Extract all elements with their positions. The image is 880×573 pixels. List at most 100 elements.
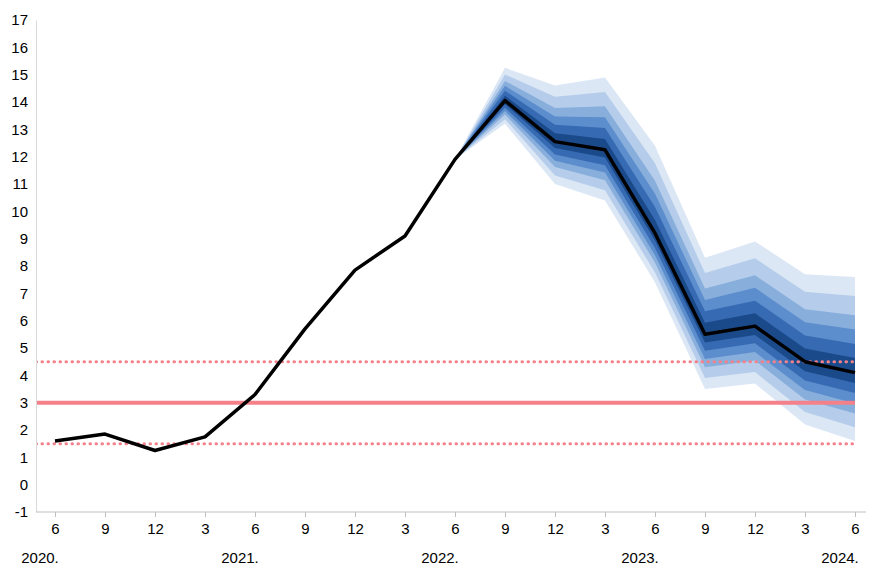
x-tick: 3 xyxy=(401,512,409,537)
x-tick-mark xyxy=(805,512,806,517)
y-tick-label: 1 xyxy=(20,449,28,466)
x-tick: 6 xyxy=(451,512,459,537)
y-tick: 15 xyxy=(11,66,36,83)
x-tick-mark xyxy=(855,512,856,517)
x-tick-mark xyxy=(655,512,656,517)
fan-band xyxy=(455,74,855,427)
x-tick-label: 12 xyxy=(147,520,164,537)
y-tick-label: 6 xyxy=(20,312,28,329)
x-axis: 6 9 12 3 6 9 12 3 6 9 12 3 6 9 12 3 6 xyxy=(36,512,866,537)
y-tick-label: 14 xyxy=(11,93,28,110)
x-tick-mark xyxy=(105,512,106,517)
x-tick-mark xyxy=(455,512,456,517)
y-tick: 6 xyxy=(20,312,36,329)
y-tick-label: 0 xyxy=(20,476,28,493)
year-labels: 2020.2021.2022.2023.2024. xyxy=(21,549,859,566)
x-tick-label: 12 xyxy=(547,520,564,537)
y-tick: 8 xyxy=(20,257,36,274)
y-tick: -1 xyxy=(15,503,36,520)
y-tick: 9 xyxy=(20,230,36,247)
x-tick-label: 9 xyxy=(301,520,309,537)
x-tick: 3 xyxy=(601,512,609,537)
x-tick-label: 6 xyxy=(851,520,859,537)
y-tick: 12 xyxy=(11,148,36,165)
y-tick: 1 xyxy=(20,449,36,466)
y-axis: -101234567891011121314151617 xyxy=(11,11,36,520)
y-tick-label: 3 xyxy=(20,394,28,411)
y-tick-label: 4 xyxy=(20,367,28,384)
x-tick: 6 xyxy=(51,512,59,537)
y-tick: 4 xyxy=(20,367,36,384)
x-tick-mark xyxy=(55,512,56,517)
x-tick: 9 xyxy=(101,512,109,537)
y-tick: 7 xyxy=(20,285,36,302)
x-tick-label: 3 xyxy=(601,520,609,537)
x-tick: 9 xyxy=(301,512,309,537)
y-tick-label: 5 xyxy=(20,339,28,356)
series-line xyxy=(55,101,855,451)
y-tick-label: 12 xyxy=(11,148,28,165)
x-tick-label: 12 xyxy=(747,520,764,537)
x-tick: 9 xyxy=(501,512,509,537)
y-tick-label: -1 xyxy=(15,503,28,520)
x-tick-label: 6 xyxy=(51,520,59,537)
reference-line xyxy=(36,442,855,445)
x-tick: 6 xyxy=(651,512,659,537)
x-tick-mark xyxy=(555,512,556,517)
y-tick: 3 xyxy=(20,394,36,411)
x-tick-mark xyxy=(305,512,306,517)
x-tick-mark xyxy=(255,512,256,517)
y-tick-label: 10 xyxy=(11,203,28,220)
year-label: 2021. xyxy=(221,549,259,566)
fan-band xyxy=(455,91,855,393)
y-tick-label: 17 xyxy=(11,11,28,28)
y-tick: 11 xyxy=(12,175,36,192)
year-label: 2024. xyxy=(821,549,859,566)
x-tick-label: 6 xyxy=(251,520,259,537)
year-label: 2022. xyxy=(421,549,459,566)
x-tick-mark xyxy=(355,512,356,517)
x-tick-label: 12 xyxy=(347,520,364,537)
x-tick: 3 xyxy=(801,512,809,537)
y-axis-line xyxy=(36,21,37,513)
fan-band xyxy=(455,81,855,414)
x-tick-mark xyxy=(705,512,706,517)
x-tick: 6 xyxy=(251,512,259,537)
reference-line xyxy=(36,401,855,405)
x-tick: 12 xyxy=(347,512,364,537)
x-tick-mark xyxy=(155,512,156,517)
y-tick: 10 xyxy=(11,203,36,220)
x-axis-line xyxy=(36,512,866,513)
y-tick-label: 11 xyxy=(12,175,28,192)
x-tick: 12 xyxy=(547,512,564,537)
y-tick-label: 2 xyxy=(20,421,28,438)
x-tick-mark xyxy=(605,512,606,517)
x-tick-mark xyxy=(405,512,406,517)
x-tick-label: 3 xyxy=(401,520,409,537)
y-tick-label: 9 xyxy=(20,230,28,247)
reference-line xyxy=(36,360,855,363)
chart: -101234567891011121314151617691236912369… xyxy=(0,0,880,573)
y-tick-label: 13 xyxy=(11,121,28,138)
x-tick-label: 6 xyxy=(451,520,459,537)
x-tick-label: 9 xyxy=(701,520,709,537)
fan-band xyxy=(455,68,855,441)
x-tick: 6 xyxy=(851,512,859,537)
y-tick: 2 xyxy=(20,421,36,438)
x-tick-label: 3 xyxy=(201,520,209,537)
x-tick-mark xyxy=(505,512,506,517)
x-tick-mark xyxy=(205,512,206,517)
x-tick-mark xyxy=(755,512,756,517)
x-tick: 12 xyxy=(747,512,764,537)
plot-area xyxy=(36,68,855,451)
y-tick-label: 8 xyxy=(20,257,28,274)
y-tick: 13 xyxy=(11,121,36,138)
y-tick-label: 16 xyxy=(11,39,28,56)
x-tick: 12 xyxy=(147,512,164,537)
y-tick: 16 xyxy=(11,39,36,56)
fan-band xyxy=(455,96,855,383)
y-tick-label: 15 xyxy=(11,66,28,83)
y-tick: 14 xyxy=(11,93,36,110)
y-tick: 5 xyxy=(20,339,36,356)
x-tick-label: 9 xyxy=(501,520,509,537)
